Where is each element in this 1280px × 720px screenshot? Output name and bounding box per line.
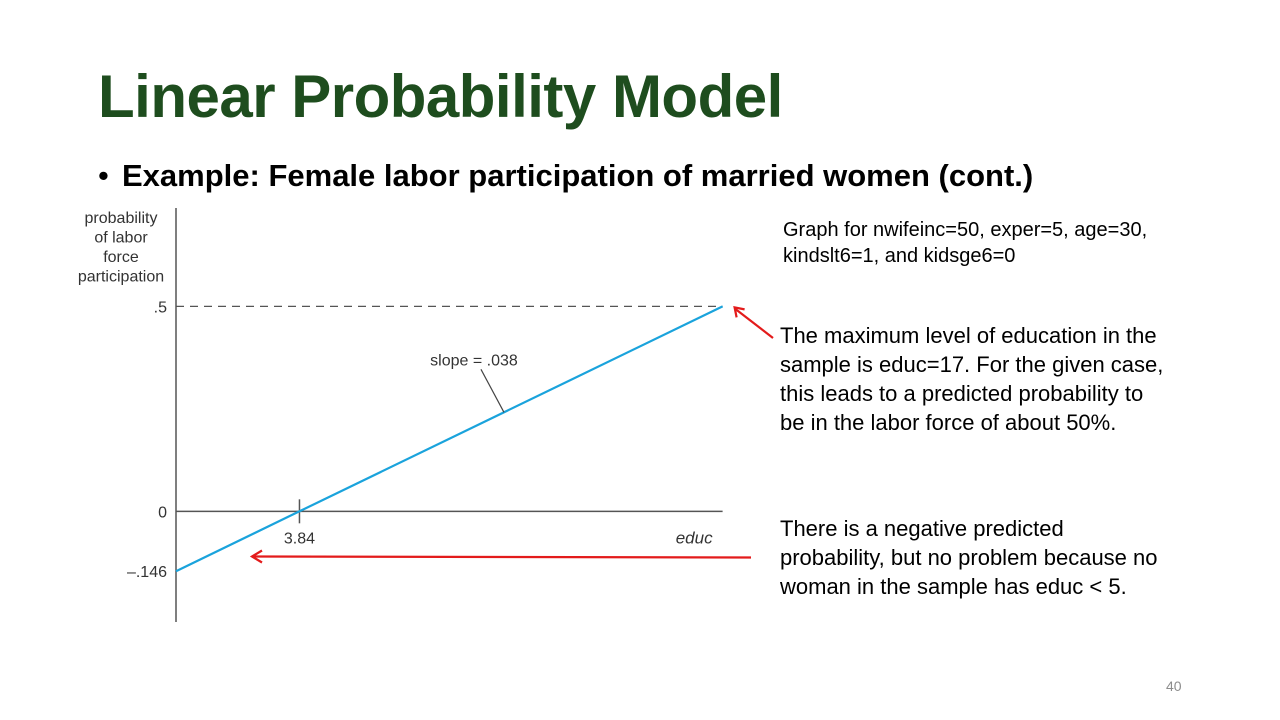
arrow-max-education	[733, 305, 774, 339]
bullet-text: Example: Female labor participation of m…	[122, 158, 1034, 193]
x-axis-label: educ	[676, 528, 713, 547]
annotation-max-education: The maximum level of education in the sa…	[780, 321, 1163, 437]
annotation-line: sample is educ=17. For the given case,	[780, 352, 1164, 377]
page-number: 40	[1166, 678, 1182, 694]
annotation-line: Graph for nwifeinc=50, exper=5, age=30,	[783, 219, 1148, 241]
y-tick-label: 0	[158, 504, 167, 521]
bullet-item: • Example: Female labor participation of …	[98, 158, 1033, 194]
annotation-line: There is a negative predicted	[780, 516, 1064, 541]
annotation-negative-probability: There is a negative predicted probabilit…	[780, 514, 1158, 601]
annotation-line: this leads to a predicted probability to	[780, 381, 1144, 406]
y-axis-label-line: participation	[78, 269, 164, 286]
y-tick-label: –.146	[127, 564, 167, 581]
y-axis-label: probability of labor force participation	[78, 210, 164, 286]
y-ticks: .5 0 –.146	[127, 299, 167, 581]
slope-leader-line	[480, 369, 505, 413]
y-axis-label-line: probability	[85, 210, 158, 227]
annotation-line: kindslt6=1, and kidsge6=0	[783, 245, 1016, 267]
arrow-max-head	[733, 305, 745, 318]
arrow-max-shaft	[733, 307, 774, 339]
arrow-negative-probability	[249, 549, 752, 564]
annotation-line: probability, but no problem because no	[780, 545, 1158, 570]
slope-label: slope = .038	[430, 352, 518, 369]
x-tick-label: 3.84	[284, 530, 315, 547]
arrow-neg-head	[249, 549, 263, 564]
y-axis-label-line: of labor	[94, 230, 148, 247]
annotation-condition: Graph for nwifeinc=50, exper=5, age=30, …	[783, 217, 1147, 269]
y-axis-label-line: force	[103, 249, 139, 266]
bullet-dot: •	[98, 158, 109, 193]
annotation-line: woman in the sample has educ < 5.	[780, 574, 1127, 599]
y-tick-label: .5	[154, 299, 167, 316]
page-title: Linear Probability Model	[98, 63, 783, 130]
series-line	[175, 305, 724, 573]
annotation-line: be in the labor force of about 50%.	[780, 410, 1117, 435]
annotation-line: The maximum level of education in the	[780, 323, 1157, 348]
arrow-neg-shaft	[251, 555, 752, 559]
